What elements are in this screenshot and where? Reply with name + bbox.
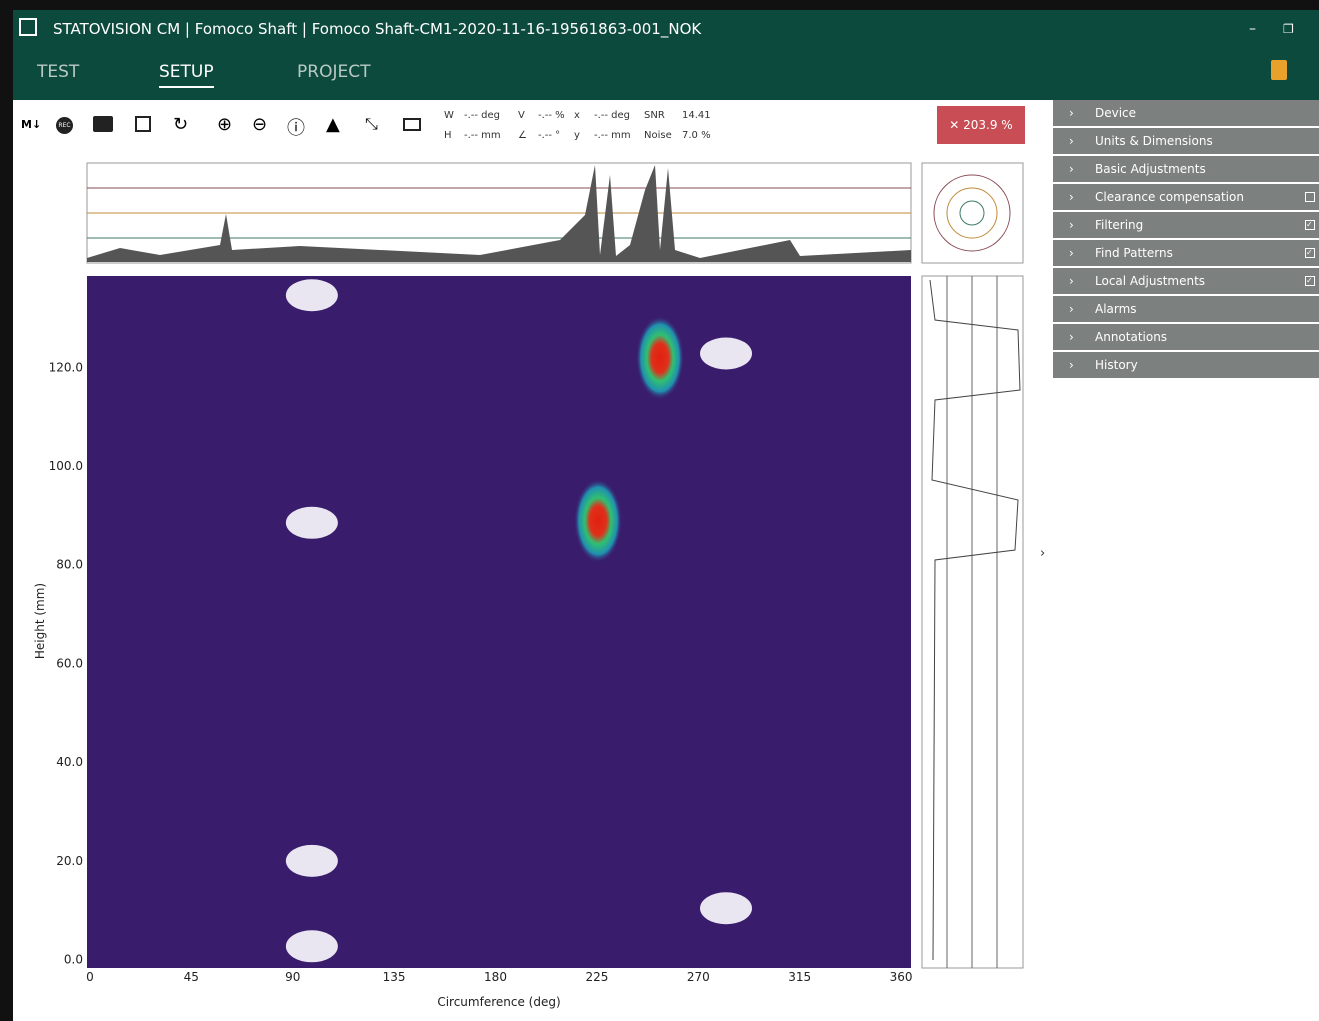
marker [286,845,338,877]
x-tick-label: 360 [890,970,913,984]
y-tick-label: 20.0 [56,854,83,868]
x-tick-label: 225 [585,970,608,984]
marker [700,892,752,924]
y-tick-label: 100.0 [49,459,83,473]
marker [286,507,338,539]
x-tick-label: 45 [184,970,199,984]
y-tick-label: 60.0 [56,656,83,670]
x-tick-label: 0 [86,970,94,984]
x-tick-label: 270 [687,970,710,984]
y-axis-label: Height (mm) [33,583,47,659]
chart: Circumference (deg) Height (mm) 0 45 90 135… [0,0,1319,1021]
marker [286,279,338,311]
hotspot [574,479,622,563]
x-tick-label: 135 [383,970,406,984]
hotspot [636,316,684,400]
x-tick-label: 315 [788,970,811,984]
marker [286,930,338,962]
y-tick-label: 0.0 [64,953,83,967]
y-tick-label: 80.0 [56,558,83,572]
x-tick-label: 180 [484,970,507,984]
marker [700,337,752,369]
x-tick-label: 90 [285,970,300,984]
y-tick-label: 120.0 [49,360,83,374]
heatmap-background [87,276,911,968]
x-axis-label: Circumference (deg) [437,995,560,1009]
page: STATOVISION CM | Fomoco Shaft | Fomoco S… [0,0,1319,1021]
y-tick-label: 40.0 [56,755,83,769]
ring-frame [922,163,1023,263]
